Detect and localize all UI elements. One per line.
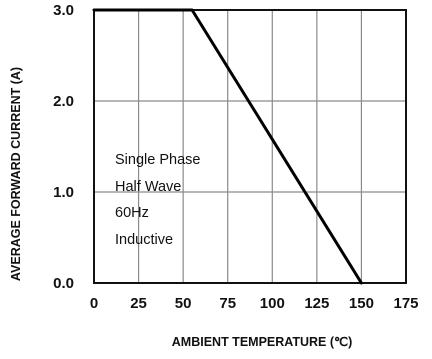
y-tick-label: 0.0 bbox=[53, 275, 74, 292]
y-axis-title: AVERAGE FORWARD CURRENT (A) bbox=[9, 67, 23, 281]
x-tick-labels: 0 25 50 75 100 125 150 175 bbox=[90, 295, 419, 312]
grid-lines bbox=[94, 10, 406, 283]
x-tick-label: 75 bbox=[219, 295, 236, 312]
x-tick-label: 25 bbox=[130, 295, 147, 312]
x-tick-label: 50 bbox=[175, 295, 192, 312]
note-line-4: Inductive bbox=[115, 232, 173, 248]
y-tick-label: 3.0 bbox=[53, 2, 74, 19]
y-tick-label: 1.0 bbox=[53, 184, 74, 201]
x-axis-title: AMBIENT TEMPERATURE (℃) bbox=[172, 335, 352, 349]
x-tick-label: 125 bbox=[304, 295, 329, 312]
series-line-0 bbox=[92, 8, 363, 285]
condition-note: Single Phase Half Wave 60Hz Inductive bbox=[115, 152, 200, 248]
x-tick-label: 150 bbox=[349, 295, 374, 312]
y-tick-labels: 0.0 1.0 2.0 3.0 bbox=[53, 2, 74, 292]
x-tick-label: 100 bbox=[260, 295, 285, 312]
x-tick-label: 0 bbox=[90, 295, 98, 312]
note-line-2: Half Wave bbox=[115, 179, 181, 195]
y-tick-label: 2.0 bbox=[53, 93, 74, 110]
x-tick-label: 175 bbox=[393, 295, 418, 312]
series-layer bbox=[92, 8, 363, 285]
plot-frame bbox=[93, 9, 407, 284]
note-line-1: Single Phase bbox=[115, 152, 200, 168]
note-line-3: 60Hz bbox=[115, 205, 149, 221]
